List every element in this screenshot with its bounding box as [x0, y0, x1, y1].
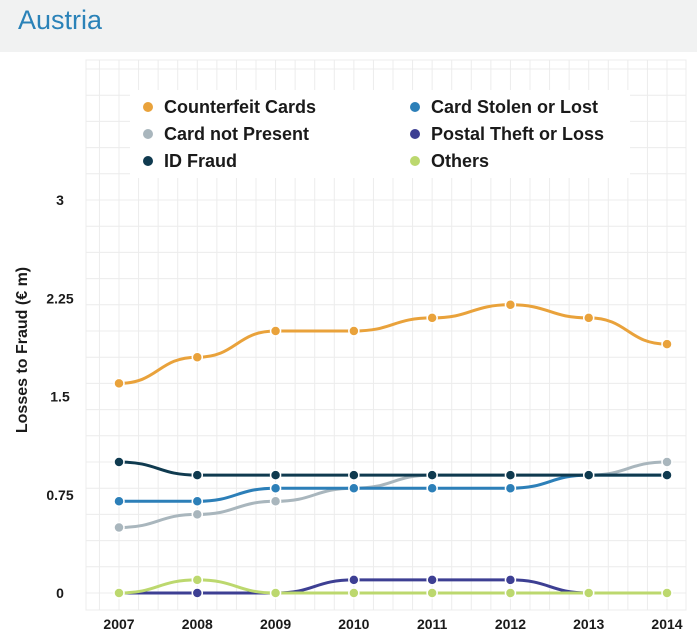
x-tick-label: 2011 [417, 616, 448, 632]
legend-label: ID Fraud [164, 151, 237, 171]
legend-swatch [410, 129, 420, 139]
data-point[interactable] [582, 469, 595, 481]
data-point[interactable] [191, 351, 204, 363]
page-title: Austria [18, 5, 103, 35]
x-tick-label: 2008 [182, 616, 213, 632]
legend-label: Others [431, 151, 489, 171]
data-point[interactable] [504, 469, 517, 481]
legend-swatch [410, 156, 420, 166]
data-point[interactable] [504, 482, 517, 494]
data-point[interactable] [191, 574, 204, 586]
legend-swatch [143, 102, 153, 112]
y-tick-label: 2.25 [46, 290, 73, 306]
y-tick-label: 0 [56, 585, 64, 601]
data-point[interactable] [426, 482, 438, 494]
x-tick-label: 2013 [573, 616, 604, 632]
legend-item[interactable]: ID Fraud [143, 151, 237, 171]
data-point[interactable] [348, 325, 360, 337]
series-group [113, 456, 673, 481]
data-point[interactable] [426, 574, 438, 586]
chart-legend: Counterfeit Cards Card Stolen or Lost Card… [130, 90, 630, 178]
x-tick-label: 2007 [103, 616, 134, 632]
data-point[interactable] [113, 456, 125, 468]
y-axis-ticks: 0 0.75 1.5 2.25 3 [46, 192, 73, 601]
data-point[interactable] [113, 377, 125, 390]
data-point[interactable] [661, 456, 673, 468]
legend-item[interactable]: Card not Present [143, 124, 309, 144]
data-point[interactable] [191, 508, 204, 521]
data-point[interactable] [504, 299, 517, 311]
legend-item[interactable]: Counterfeit Cards [143, 97, 316, 117]
data-point[interactable] [348, 574, 360, 586]
legend-label: Card Stolen or Lost [431, 97, 598, 117]
data-point[interactable] [348, 482, 360, 494]
y-axis-label: Losses to Fraud (€ m) [14, 267, 31, 433]
y-tick-label: 3 [56, 192, 64, 208]
data-point[interactable] [269, 587, 282, 599]
data-point[interactable] [504, 587, 517, 599]
legend-item[interactable]: Card Stolen or Lost [410, 97, 598, 117]
legend-label: Postal Theft or Loss [431, 124, 604, 144]
data-point[interactable] [113, 587, 125, 599]
data-point[interactable] [426, 312, 438, 324]
x-tick-label: 2009 [260, 616, 291, 632]
data-point[interactable] [113, 521, 125, 534]
data-point[interactable] [582, 312, 595, 324]
data-point[interactable] [269, 482, 282, 494]
legend-swatch [410, 102, 420, 112]
legend-label: Counterfeit Cards [164, 97, 316, 117]
x-tick-label: 2012 [495, 616, 526, 632]
legend-swatch [143, 156, 153, 166]
y-tick-label: 1.5 [50, 389, 70, 405]
data-point[interactable] [661, 338, 673, 350]
x-tick-label: 2010 [338, 616, 369, 632]
page-header: Austria [0, 0, 697, 52]
data-point[interactable] [661, 469, 673, 481]
x-tick-label: 2014 [651, 616, 682, 632]
y-tick-label: 0.75 [46, 487, 73, 503]
line-chart: Counterfeit Cards Card Stolen or Lost Card… [14, 59, 687, 632]
data-point[interactable] [269, 469, 282, 481]
legend-item[interactable]: Others [410, 151, 489, 171]
data-point[interactable] [191, 495, 204, 508]
data-point[interactable] [426, 587, 438, 599]
data-point[interactable] [269, 325, 282, 337]
data-point[interactable] [113, 495, 125, 508]
legend-box [130, 90, 630, 178]
data-point[interactable] [191, 469, 204, 481]
data-point[interactable] [348, 587, 360, 599]
legend-item[interactable]: Postal Theft or Loss [410, 124, 604, 144]
legend-swatch [143, 129, 153, 139]
x-axis-ticks: 2007 2008 2009 2010 2011 2012 2013 2014 [103, 616, 682, 632]
series-group [113, 299, 673, 390]
data-point[interactable] [661, 587, 673, 599]
data-point[interactable] [582, 587, 595, 599]
data-point[interactable] [269, 495, 282, 508]
data-point[interactable] [426, 469, 438, 481]
legend-label: Card not Present [164, 124, 309, 144]
series-group [113, 574, 673, 599]
data-point[interactable] [191, 587, 204, 599]
data-point[interactable] [504, 574, 517, 586]
data-point[interactable] [348, 469, 360, 481]
chart-series [113, 299, 673, 599]
